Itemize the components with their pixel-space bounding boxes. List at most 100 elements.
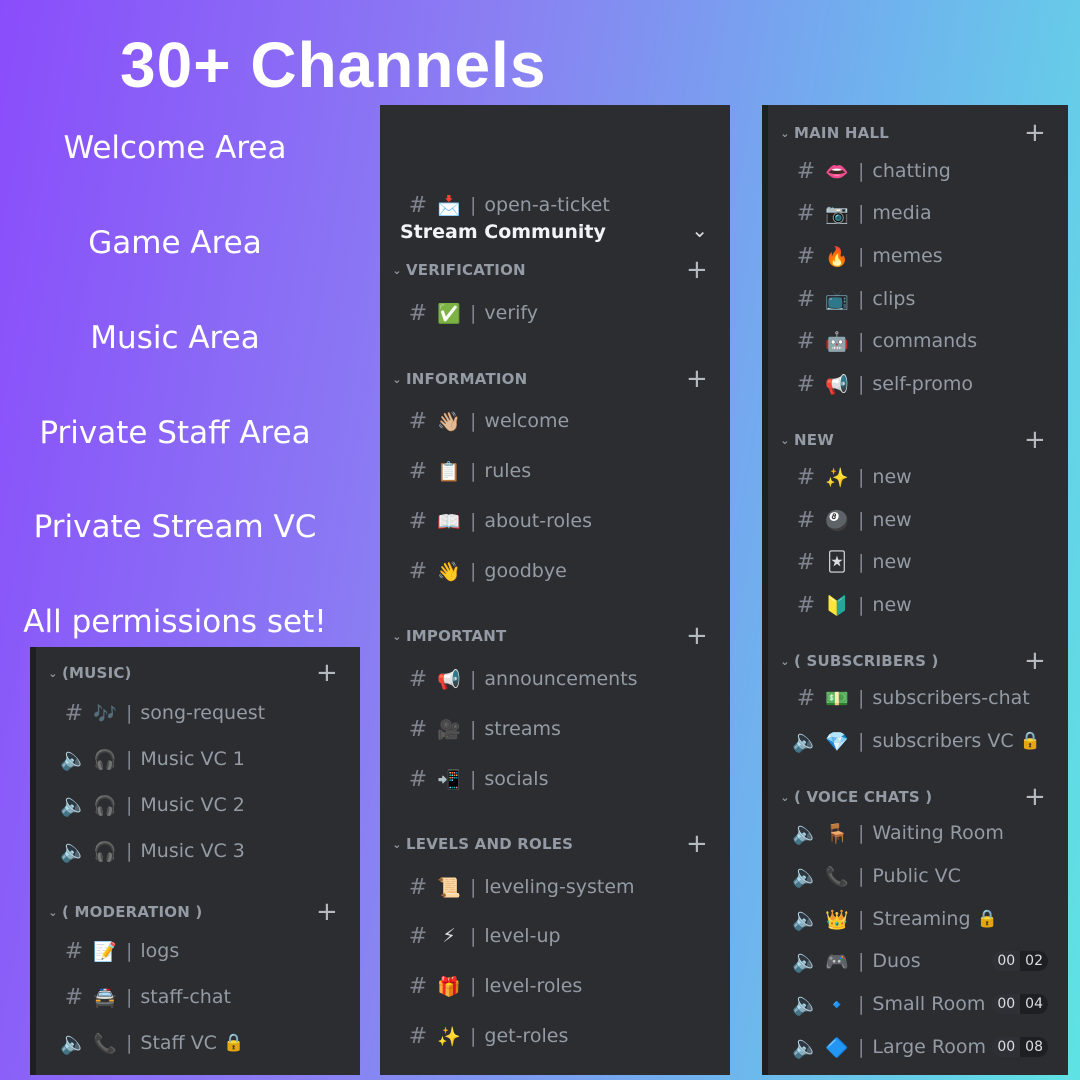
- text-channel[interactable]: # 🚔 | staff-chat: [36, 980, 360, 1014]
- chevron-down-icon[interactable]: ⌄: [691, 218, 708, 242]
- category-header[interactable]: ⌄ NEW +: [768, 423, 1068, 457]
- channel-emoji-icon: 👄: [825, 160, 849, 183]
- category-header[interactable]: ⌄ LEVELS AND ROLES +: [380, 827, 730, 861]
- plus-icon[interactable]: +: [686, 364, 708, 394]
- category-header[interactable]: ⌄ (MUSIC) +: [36, 656, 360, 690]
- plus-icon[interactable]: +: [686, 829, 708, 859]
- separator: |: [126, 1032, 133, 1054]
- server-name[interactable]: Stream Community: [400, 221, 606, 243]
- text-channel[interactable]: # ✨ | new: [768, 460, 1068, 494]
- plus-icon[interactable]: +: [686, 621, 708, 651]
- category-header[interactable]: ⌄ ( MODERATION ) +: [36, 895, 360, 929]
- voice-channel[interactable]: 🔈 💎 | subscribers VC 🔒: [768, 724, 1068, 758]
- category-header[interactable]: ⌄ ( SUBSCRIBERS ) +: [768, 644, 1068, 678]
- text-channel[interactable]: # 📢 | announcements: [380, 662, 730, 696]
- separator: |: [858, 288, 865, 310]
- plus-icon[interactable]: +: [1024, 118, 1046, 148]
- text-channel[interactable]: # 📖 | about-roles: [380, 504, 730, 538]
- hash-lock-icon: #: [408, 458, 428, 484]
- category-header[interactable]: ⌄ IMPORTANT +: [380, 619, 730, 653]
- hash-lock-icon: #: [796, 592, 816, 618]
- separator: |: [470, 975, 477, 997]
- voice-channel[interactable]: 🔈 🪑 | Waiting Room: [768, 816, 1068, 850]
- plus-icon[interactable]: +: [316, 658, 338, 688]
- channel-emoji-icon: 🔥: [825, 245, 849, 268]
- text-channel[interactable]: # ✅ | verify: [380, 296, 730, 330]
- separator: |: [126, 840, 133, 862]
- plus-icon[interactable]: +: [1024, 425, 1046, 455]
- category-header[interactable]: ⌄ VERIFICATION +: [380, 253, 730, 287]
- channel-emoji-icon: 💎: [825, 730, 849, 753]
- chevron-down-icon: ⌄: [780, 790, 790, 804]
- voice-channel[interactable]: 🔈 🎧 | Music VC 1: [36, 742, 360, 776]
- channel-name: new: [872, 551, 912, 573]
- channel-name: Large Room: [872, 1036, 987, 1058]
- hash-lock-icon: #: [408, 766, 428, 792]
- category-header[interactable]: ⌄ ( VOICE CHATS ) +: [768, 780, 1068, 814]
- channel-name: self-promo: [872, 373, 973, 395]
- channel-emoji-icon: 📺: [825, 288, 849, 311]
- separator: |: [858, 730, 865, 752]
- plus-icon[interactable]: +: [1024, 646, 1046, 676]
- channel-emoji-icon: ✨: [825, 466, 849, 489]
- voice-channel[interactable]: 🔈 🔹 | Small Room 00 04: [768, 987, 1068, 1021]
- lock-icon: 🔒: [976, 909, 998, 929]
- text-channel[interactable]: # 🔥 | memes: [768, 239, 1068, 273]
- text-channel[interactable]: # 🤖 | commands: [768, 324, 1068, 358]
- channel-name: about-roles: [484, 510, 592, 532]
- text-channel[interactable]: # 🎁 | level-roles: [380, 969, 730, 1003]
- separator: |: [858, 330, 865, 352]
- voice-channel[interactable]: 🔈 📞 | Staff VC 🔒: [36, 1026, 360, 1060]
- text-channel[interactable]: # 📜 | leveling-system: [380, 870, 730, 904]
- channel-panel-middle: Stream Community ⌄ # 📩 | open-a-ticket ⌄ VERI…: [380, 105, 730, 1075]
- text-channel[interactable]: # 🎱 | new: [768, 503, 1068, 537]
- separator: |: [858, 908, 865, 930]
- channel-name: Duos: [872, 950, 921, 972]
- text-channel[interactable]: # 🃏 | new: [768, 545, 1068, 579]
- plus-icon[interactable]: +: [686, 255, 708, 285]
- channel-name: commands: [872, 330, 978, 352]
- channel-name: chatting: [872, 160, 951, 182]
- text-channel[interactable]: # 📢 | self-promo: [768, 367, 1068, 401]
- category-header[interactable]: ⌄ INFORMATION +: [380, 362, 730, 396]
- channel-name: Music VC 2: [140, 794, 245, 816]
- voice-channel[interactable]: 🔈 🎧 | Music VC 3: [36, 834, 360, 868]
- separator: |: [126, 702, 133, 724]
- text-channel[interactable]: # 📝 | logs: [36, 934, 360, 968]
- text-channel[interactable]: # 🎶 | song-request: [36, 696, 360, 730]
- voice-channel[interactable]: 🔈 🎮 | Duos 00 02: [768, 944, 1068, 978]
- category-header[interactable]: ⌄ MAIN HALL +: [768, 116, 1068, 150]
- speaker-lock-icon: 🔈: [792, 1034, 820, 1060]
- text-channel[interactable]: # 👄 | chatting: [768, 154, 1068, 188]
- text-channel[interactable]: # 📺 | clips: [768, 282, 1068, 316]
- voice-channel[interactable]: 🔈 🎧 | Music VC 2: [36, 788, 360, 822]
- channel-name: new: [872, 509, 912, 531]
- channel-emoji-icon: 🎥: [437, 718, 461, 741]
- voice-channel[interactable]: 🔈 🔷 | Large Room 00 08: [768, 1030, 1068, 1064]
- voice-channel[interactable]: 🔈 📞 | Public VC: [768, 859, 1068, 893]
- text-channel[interactable]: # 📲 | socials: [380, 762, 730, 796]
- plus-icon[interactable]: +: [1024, 782, 1046, 812]
- category-label: VERIFICATION: [406, 261, 526, 279]
- text-channel[interactable]: # 📩 | open-a-ticket: [380, 188, 730, 222]
- text-channel[interactable]: # 🎥 | streams: [380, 712, 730, 746]
- feature-label: Game Area: [88, 225, 262, 261]
- text-channel[interactable]: # 👋 | goodbye: [380, 554, 730, 588]
- text-channel[interactable]: # ✨ | get-roles: [380, 1019, 730, 1053]
- separator: |: [470, 194, 477, 216]
- text-channel[interactable]: # 👋🏼 | welcome: [380, 404, 730, 438]
- text-channel[interactable]: # ⚡ | level-up: [380, 919, 730, 953]
- voice-channel[interactable]: 🔈 👑 | Streaming 🔒: [768, 902, 1068, 936]
- text-channel[interactable]: # 🔰 | new: [768, 588, 1068, 622]
- channel-emoji-icon: 🔹: [825, 993, 849, 1016]
- channel-emoji-icon: 📩: [437, 194, 461, 217]
- channel-emoji-icon: 🎧: [93, 794, 117, 817]
- plus-icon[interactable]: +: [316, 897, 338, 927]
- separator: |: [470, 410, 477, 432]
- text-channel[interactable]: # 📷 | media: [768, 196, 1068, 230]
- user-limit-badge: 00 02: [992, 951, 1048, 971]
- text-channel[interactable]: # 💵 | subscribers-chat: [768, 681, 1068, 715]
- text-channel[interactable]: # 📋 | rules: [380, 454, 730, 488]
- separator: |: [470, 876, 477, 898]
- channel-emoji-icon: 📝: [93, 940, 117, 963]
